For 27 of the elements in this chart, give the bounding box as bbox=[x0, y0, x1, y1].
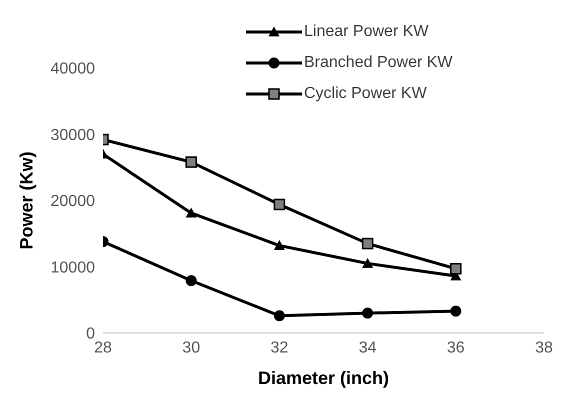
legend-label: Cyclic Power KW bbox=[304, 84, 427, 102]
x-tick-label: 28 bbox=[94, 339, 112, 356]
point bbox=[274, 240, 285, 250]
point bbox=[185, 156, 197, 168]
point bbox=[450, 306, 462, 317]
point bbox=[362, 308, 374, 319]
point bbox=[274, 310, 285, 322]
y-tick-label: 20000 bbox=[50, 193, 96, 210]
x-tick-label: 38 bbox=[535, 339, 553, 356]
point bbox=[450, 262, 462, 274]
x-tick-label: 36 bbox=[446, 339, 465, 356]
y-tick-label: 0 bbox=[86, 326, 96, 343]
point bbox=[186, 208, 197, 218]
point bbox=[274, 198, 286, 210]
y-tick-label: 10000 bbox=[50, 259, 96, 276]
y-tick-label: 40000 bbox=[50, 60, 96, 78]
legend-label: Branched Power KW bbox=[304, 54, 453, 72]
legend-label: Linear Power KW bbox=[304, 22, 428, 40]
point bbox=[186, 275, 197, 286]
x-tick-label: 32 bbox=[270, 339, 288, 356]
point bbox=[362, 258, 374, 268]
point bbox=[362, 238, 374, 250]
y-tick-label: 30000 bbox=[50, 126, 96, 144]
x-axis-title: Diameter (inch) bbox=[258, 368, 390, 388]
x-tick-label: 30 bbox=[182, 339, 200, 356]
y-axis-title: Power (Kw) bbox=[16, 151, 36, 250]
x-tick-label: 34 bbox=[358, 339, 377, 356]
